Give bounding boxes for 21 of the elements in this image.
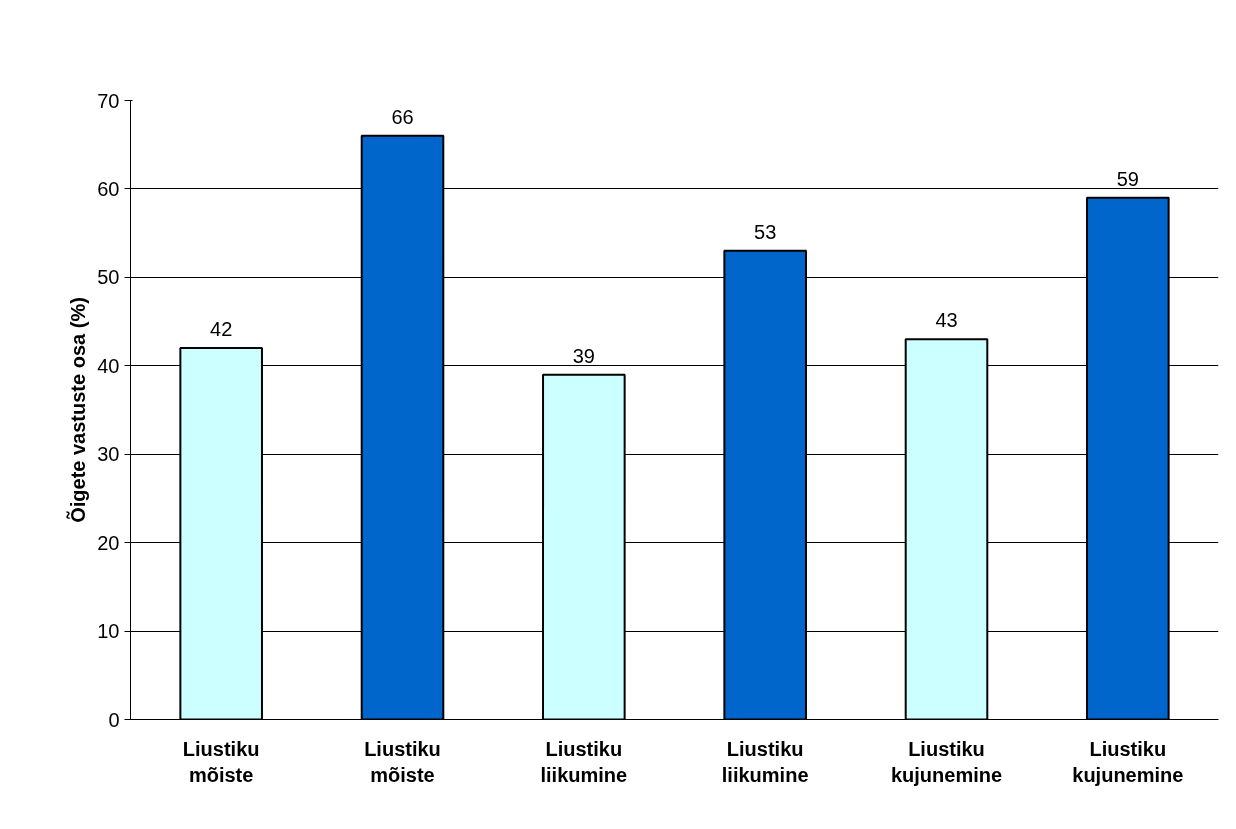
x-tick-label: Liustiku liikumine — [721, 737, 809, 786]
data-label: 42 — [210, 318, 233, 341]
data-label: 43 — [935, 309, 958, 332]
y-tick-label: 0 — [108, 708, 120, 731]
data-label: 39 — [572, 344, 595, 367]
y-tick-label: 60 — [97, 177, 120, 200]
x-tick-label: Liustiku mõiste — [364, 737, 441, 786]
y-tick-label: 50 — [97, 266, 120, 289]
y-axis-title: Õigete vastuste osa (%) — [66, 297, 90, 523]
y-tick-label: 20 — [97, 531, 120, 554]
y-tick-label: 30 — [97, 443, 120, 466]
x-tick-label: Liustiku kujunemine — [890, 737, 1003, 786]
y-tick-label: 70 — [97, 89, 120, 112]
y-tick-label: 10 — [97, 620, 120, 643]
data-label: 66 — [391, 105, 414, 128]
data-label: 59 — [1116, 167, 1139, 190]
x-tick-label: Liustiku liikumine — [540, 737, 628, 786]
x-tick-label: Liustiku kujunemine — [1072, 737, 1184, 786]
y-tick-label: 40 — [97, 354, 120, 377]
x-tick-label: Liustiku mõiste — [182, 737, 260, 786]
data-label: 53 — [754, 220, 777, 243]
